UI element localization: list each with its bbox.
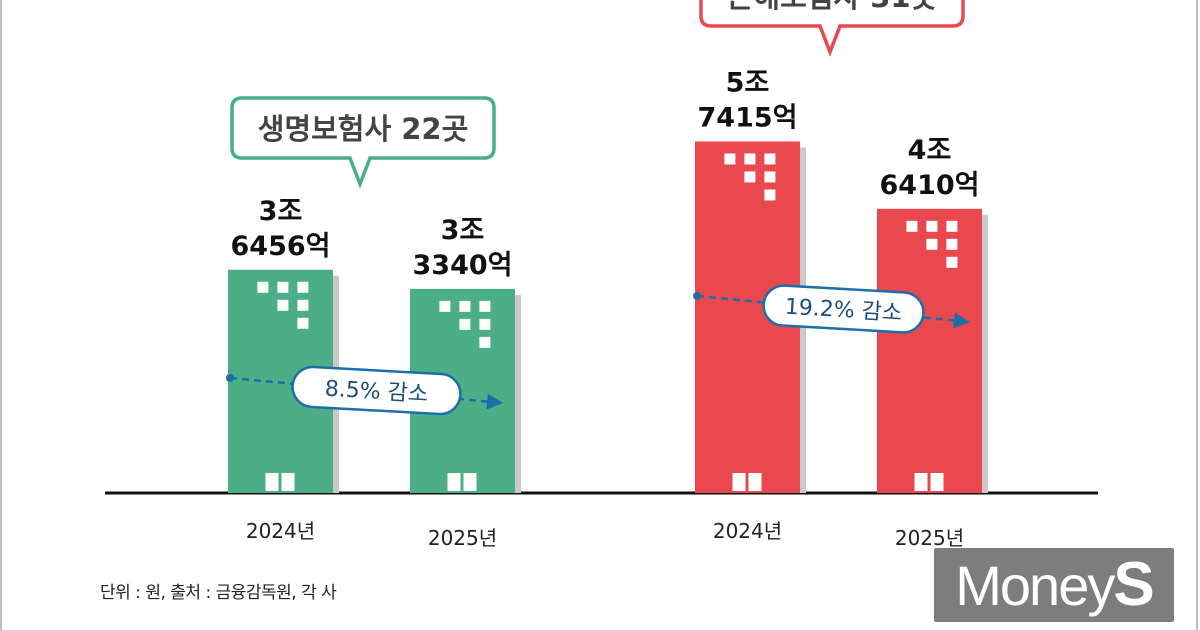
bar-window (479, 300, 491, 312)
change-badge-pill (291, 365, 462, 416)
bar-value-label: 5조 (726, 67, 770, 98)
bar-window (744, 171, 756, 183)
bar-window (946, 238, 958, 250)
group-callout-label: 생명보험사 22곳 (258, 112, 469, 146)
bar-window (906, 220, 918, 232)
change-arrow-start (693, 292, 701, 300)
bar-value-label: 7415억 (698, 102, 798, 133)
bar-window (459, 300, 471, 312)
logo-text: Money (955, 554, 1115, 617)
bar-window (764, 171, 776, 183)
change-badge-label: 8.5% 감소 (324, 377, 429, 408)
bar-window (744, 153, 756, 165)
bar-window (946, 256, 958, 268)
bar-value-label: 3조 (441, 215, 485, 246)
left-frame-line (0, 0, 2, 630)
change-arrow-head (953, 312, 970, 329)
x-tick-label: 2025년 (895, 526, 964, 550)
bar-window (764, 189, 776, 201)
bar-shadow (515, 294, 521, 493)
bar-window (297, 317, 309, 329)
bar-door (265, 473, 279, 491)
change-arrow-start (226, 374, 234, 382)
bar-window (297, 281, 309, 293)
right-frame-line (1196, 0, 1198, 630)
x-tick-label: 2024년 (713, 519, 782, 543)
change-badge: 8.5% 감소 (291, 365, 462, 416)
bar-value-label: 6410억 (880, 170, 980, 201)
bar-window (479, 336, 491, 348)
bar-window (764, 153, 776, 165)
change-arrow-head (486, 393, 503, 410)
change-badge-pill (762, 284, 925, 334)
bar-window (459, 318, 471, 330)
bar-window (926, 220, 938, 232)
bar-window (439, 300, 451, 312)
bar-window (277, 281, 289, 293)
group-callout-bubble (230, 96, 496, 189)
source-note: 단위 : 원, 출처 : 금융감독원, 각 사 (100, 583, 337, 603)
bar-door (930, 473, 944, 491)
group-callout-bubble (699, 0, 965, 57)
bar-door (748, 473, 762, 491)
bar-door (281, 473, 295, 491)
bar-value-label: 3340억 (413, 250, 513, 281)
bar-door (732, 473, 746, 491)
bar-value-label: 6456억 (231, 231, 331, 262)
bar (877, 208, 982, 493)
bar-window (724, 153, 736, 165)
bar-door (447, 473, 461, 491)
bar-door (914, 473, 928, 491)
moneys-logo: MoneyS (934, 548, 1174, 622)
bar-value-label: 4조 (908, 135, 952, 166)
group-callout-label: 손해보험사 31곳 (727, 0, 938, 14)
bar-value-label: 3조 (259, 196, 303, 227)
x-tick-label: 2025년 (428, 526, 497, 550)
bar-window (297, 299, 309, 311)
logo-suffix: S (1113, 550, 1154, 619)
bar-window (277, 299, 289, 311)
change-badge: 19.2% 감소 (762, 284, 925, 334)
bar-window (946, 220, 958, 232)
bar-window (257, 281, 269, 293)
bar-window (479, 318, 491, 330)
bar-shadow (982, 214, 988, 493)
bar-door (463, 473, 477, 491)
bar-window (926, 238, 938, 250)
x-tick-label: 2024년 (246, 519, 315, 543)
